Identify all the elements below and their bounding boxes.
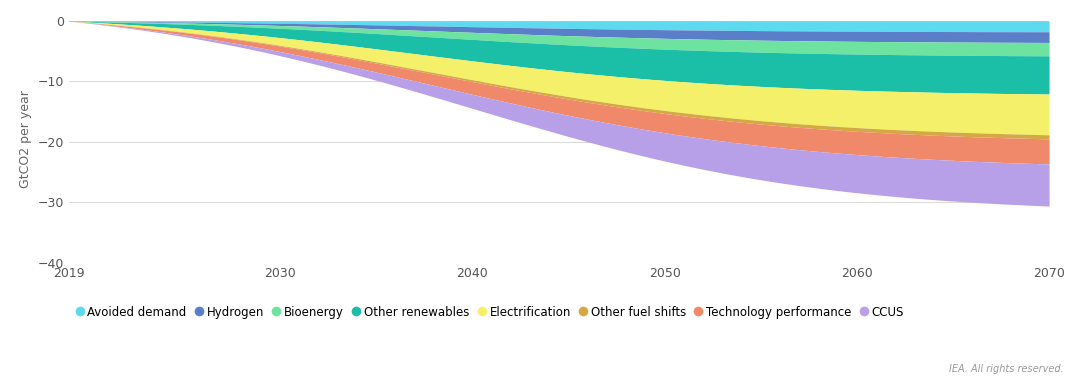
Y-axis label: GtCO2 per year: GtCO2 per year <box>19 90 32 188</box>
Legend: Avoided demand, Hydrogen, Bioenergy, Other renewables, Electrification, Other fu: Avoided demand, Hydrogen, Bioenergy, Oth… <box>77 306 904 319</box>
Text: IEA. All rights reserved.: IEA. All rights reserved. <box>949 364 1064 374</box>
